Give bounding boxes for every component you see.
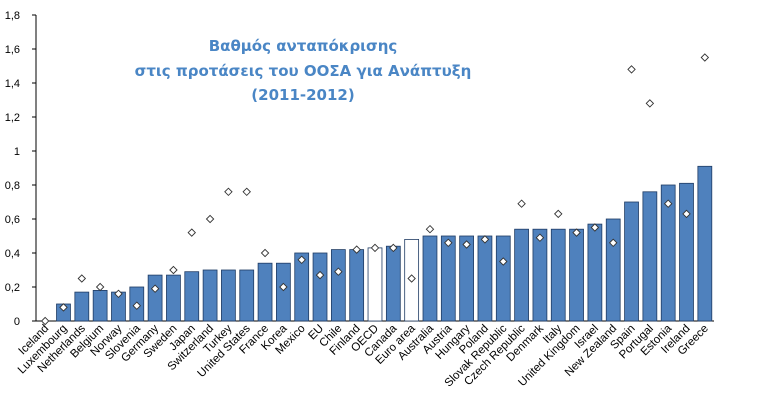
bar (312, 252, 328, 322)
y-tick-label: 1,2 (5, 112, 20, 124)
bar (422, 235, 438, 322)
bar (202, 269, 218, 322)
bar (605, 218, 621, 322)
bar (276, 262, 291, 322)
marker-point (59, 303, 68, 312)
bar (147, 274, 163, 322)
marker-point (132, 301, 142, 310)
marker-point (114, 289, 123, 299)
marker-point (499, 257, 508, 266)
marker-point (645, 99, 655, 108)
bar (514, 228, 529, 322)
bar (550, 228, 566, 322)
marker-point (370, 243, 380, 253)
bar (294, 252, 310, 322)
bar (642, 191, 658, 322)
bar (349, 249, 365, 322)
marker-point (334, 267, 343, 276)
marker-point (260, 248, 270, 258)
marker-point (150, 284, 160, 293)
bar (385, 245, 401, 322)
bar (532, 228, 548, 322)
bar (569, 228, 584, 322)
chart-title: Βαθμός ανταπόκρισης στις προτάσεις του Ο… (135, 37, 472, 104)
y-tick-label: 0 (14, 316, 20, 328)
marker-point (462, 240, 471, 249)
marker-point (627, 65, 636, 74)
bar (367, 247, 383, 322)
bar (660, 184, 676, 322)
marker-point (205, 214, 215, 224)
marker-point (517, 199, 526, 208)
marker-point (444, 238, 453, 248)
y-tick-label: 1,8 (5, 10, 20, 22)
marker-point (315, 270, 325, 280)
bar (330, 249, 346, 322)
y-tick-label: 0,6 (5, 214, 20, 226)
marker-point (480, 235, 490, 244)
bar (184, 271, 200, 322)
marker-point (682, 209, 691, 219)
marker-point (77, 274, 87, 283)
y-tick-label: 1,4 (5, 78, 20, 90)
bars (56, 165, 713, 322)
y-tick-label: 1,6 (5, 44, 20, 56)
chart-title-line-2: στις προτάσεις του ΟΟΣΑ για Ανάπτυξη (135, 62, 472, 80)
marker-point (224, 187, 233, 197)
marker-point (95, 282, 105, 292)
bar (624, 201, 639, 322)
marker-point (352, 245, 361, 254)
bar (92, 289, 108, 322)
marker-point (572, 228, 581, 237)
bar (459, 235, 474, 322)
marker-point (407, 274, 416, 283)
marker-point (297, 255, 306, 265)
marker-point (608, 238, 618, 248)
marker-point (700, 53, 710, 62)
marker-point (169, 265, 178, 275)
bar (166, 274, 181, 322)
markers (40, 53, 710, 326)
bar (679, 182, 694, 322)
bar (74, 291, 90, 322)
y-tick-label: 1 (14, 146, 20, 158)
bar (697, 165, 713, 322)
chart-title-line-3: (2011-2012) (251, 86, 354, 104)
bar (239, 269, 255, 322)
bar (440, 235, 456, 322)
marker-point (279, 282, 288, 292)
category-labels: IcelandLuxembourgNetherlandsBelgiumNorwa… (16, 322, 711, 389)
marker-point (187, 228, 196, 237)
marker-point (535, 233, 545, 242)
y-tick-label: 0,8 (5, 180, 20, 192)
y-tick-label: 0,4 (5, 248, 20, 260)
marker-point (389, 243, 398, 253)
marker-point (425, 224, 435, 234)
marker-point (40, 316, 50, 326)
marker-point (554, 209, 563, 219)
bar (495, 235, 511, 322)
bar (587, 223, 603, 322)
chart-title-line-1: Βαθμός ανταπόκρισης (209, 37, 398, 55)
marker-point (663, 199, 673, 208)
marker-point (590, 223, 600, 232)
bar (257, 262, 273, 322)
marker-point (242, 187, 251, 197)
bar (477, 235, 493, 322)
y-tick-label: 0,2 (5, 282, 20, 294)
bar (221, 269, 236, 322)
